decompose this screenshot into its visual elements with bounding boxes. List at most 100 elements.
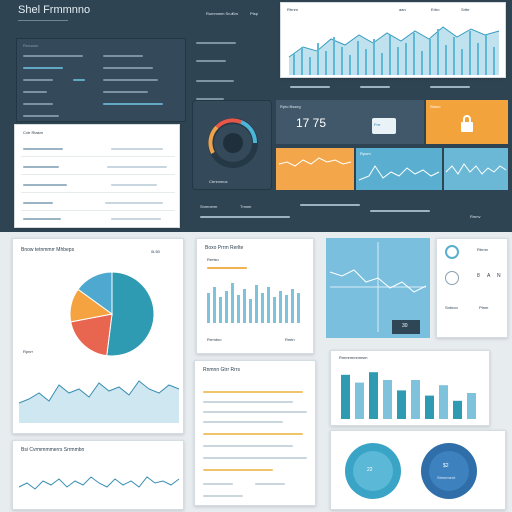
top-chart-line <box>288 26 500 58</box>
top-chart-bar <box>301 47 303 75</box>
bar-card-subtitle: Rertsn <box>207 257 219 262</box>
pie-chart <box>69 271 155 357</box>
dark-strip-line <box>360 86 390 88</box>
orange-line-card <box>276 148 354 190</box>
right-panel-value-1: 8 <box>477 273 480 279</box>
text-card-line <box>203 445 293 447</box>
right-panel-label-1: Rtrmn <box>477 247 488 252</box>
strip-label-1: Snmnerm <box>200 204 218 209</box>
pie-card-area <box>19 381 179 423</box>
top-chart-bar <box>477 43 479 75</box>
bar-chart-bar <box>369 372 378 419</box>
bar <box>237 295 240 323</box>
stat-big-value: 17 75 <box>296 116 327 130</box>
list-row-bar <box>23 218 61 220</box>
top-chart-bar <box>317 43 319 75</box>
text-card-line <box>203 421 283 423</box>
bar <box>279 291 282 323</box>
left-row-line <box>23 67 63 69</box>
top-area-chart <box>288 26 500 75</box>
left-row-line <box>103 79 158 81</box>
top-chart-bar <box>349 55 351 75</box>
header-right-label: Ptsp <box>250 11 259 16</box>
top-chart-bar <box>405 43 407 75</box>
blue-line-path <box>358 165 440 181</box>
gauge-arc-red <box>215 118 242 129</box>
donut-right-inner <box>429 451 469 491</box>
gauge-arc-orange <box>208 125 219 154</box>
left-row-line <box>23 91 47 93</box>
right-panel-label-2: Sntnoo <box>445 305 458 310</box>
orange-card[interactable]: Stono <box>426 100 508 144</box>
list-row-bar <box>23 202 53 204</box>
bar <box>255 285 258 323</box>
stat-tag-label: Frrr <box>374 122 381 127</box>
top-chart-bars <box>293 29 495 75</box>
bar-card-title: Boxo Prrm Rerlte <box>205 245 244 251</box>
right-panel-value-2: A <box>487 273 491 279</box>
bar-chart-bar <box>397 390 406 419</box>
bar-chart-card: Rmmrmmnmsm <box>330 350 490 426</box>
header-link-1[interactable]: Rummmm Srur <box>206 11 234 16</box>
top-chart-bar <box>381 53 383 75</box>
right-panel-circle[interactable] <box>445 271 459 285</box>
bar <box>297 293 300 323</box>
strip-label-2: Tmnm <box>240 204 252 209</box>
strip-line <box>300 204 360 206</box>
top-chart-bar <box>493 47 495 75</box>
top-chart-bar <box>421 51 423 75</box>
left-row-line <box>103 91 148 93</box>
bar <box>291 289 294 323</box>
bottom-line-path <box>18 476 180 490</box>
stat-card: Rpto Bsseg 17 75 Frrr <box>276 100 424 144</box>
list-row[interactable] <box>21 161 175 175</box>
right-panel-dot[interactable] <box>445 245 459 259</box>
top-chart-bar <box>485 35 487 75</box>
strip-line <box>200 216 290 218</box>
gauge-arc-blue <box>240 120 258 144</box>
pie-slice-coral <box>70 313 113 357</box>
list-row-bar <box>111 218 161 220</box>
app-title: Shel Frmmnno <box>18 4 91 16</box>
top-chart-area <box>289 27 499 75</box>
blue-line-card: Rpom <box>356 148 442 190</box>
orange-card-label: Stono <box>430 104 441 109</box>
top-chart-right-label-2: Erbn <box>431 7 440 12</box>
bar-card-bars <box>207 283 300 323</box>
list-row-bar <box>111 148 163 150</box>
top-chart-bar <box>397 47 399 75</box>
top-chart-bar <box>333 37 335 75</box>
list-row[interactable] <box>21 179 175 193</box>
blue-panel-line <box>329 269 427 293</box>
header-link-2[interactable]: Sm <box>232 11 238 16</box>
pie-slice-blue <box>77 271 113 315</box>
blue-panel-value: 30 <box>402 323 408 329</box>
list-row[interactable] <box>21 143 175 157</box>
top-chart-bar <box>373 39 375 75</box>
text-card-line <box>203 469 273 471</box>
strip-line <box>370 210 430 212</box>
left-panel-header: Rrouoon <box>23 43 39 48</box>
top-chart-bar <box>437 29 439 75</box>
bar <box>207 293 210 323</box>
top-chart-bar <box>389 35 391 75</box>
pie-card-line <box>18 380 180 404</box>
right-panel-value-3: N <box>497 273 501 279</box>
bar-chart-bar <box>453 400 462 419</box>
list-row[interactable] <box>21 213 175 225</box>
lock-icon <box>461 115 473 132</box>
text-card-line <box>203 401 293 403</box>
bar <box>261 293 264 323</box>
strip-label-3: Rmnv <box>470 214 481 219</box>
text-card-line <box>203 391 303 393</box>
bar <box>249 299 252 323</box>
bar <box>213 287 216 323</box>
mid-line <box>196 98 224 100</box>
blue-line-2-path <box>445 163 507 175</box>
bar <box>273 297 276 323</box>
text-card-line <box>203 433 303 435</box>
left-row-line <box>103 67 153 69</box>
bar-chart-title: Rmmrmmnmsm <box>339 355 368 360</box>
bar-chart-bar <box>355 382 364 419</box>
list-row[interactable] <box>21 197 175 211</box>
